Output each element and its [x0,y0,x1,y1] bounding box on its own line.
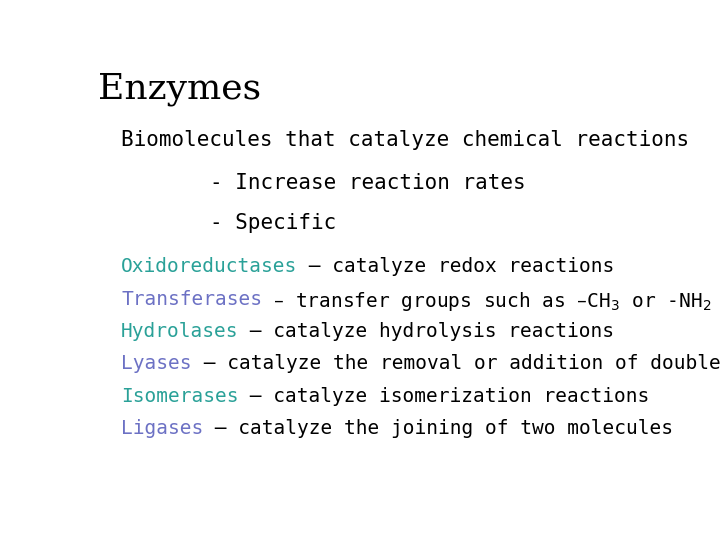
Text: Lyases: Lyases [121,354,192,373]
Text: – catalyze the joining of two molecules: – catalyze the joining of two molecules [203,419,673,438]
Text: - Specific: - Specific [210,213,336,233]
Text: - Increase reaction rates: - Increase reaction rates [210,173,526,193]
Text: – catalyze the removal or addition of double bonds: – catalyze the removal or addition of do… [192,354,720,373]
Text: Hydrolases: Hydrolases [121,322,238,341]
Text: – catalyze hydrolysis reactions: – catalyze hydrolysis reactions [238,322,614,341]
Text: – catalyze redox reactions: – catalyze redox reactions [297,257,614,276]
Text: – transfer groups such as –CH$_3$ or -NH$_2$: – transfer groups such as –CH$_3$ or -NH… [262,289,711,313]
Text: Enzymes: Enzymes [98,72,261,106]
Text: Transferases: Transferases [121,289,262,309]
Text: Ligases: Ligases [121,419,203,438]
Text: Oxidoreductases: Oxidoreductases [121,257,297,276]
Text: – catalyze isomerization reactions: – catalyze isomerization reactions [238,387,649,406]
Text: Biomolecules that catalyze chemical reactions: Biomolecules that catalyze chemical reac… [121,130,689,150]
Text: Isomerases: Isomerases [121,387,238,406]
